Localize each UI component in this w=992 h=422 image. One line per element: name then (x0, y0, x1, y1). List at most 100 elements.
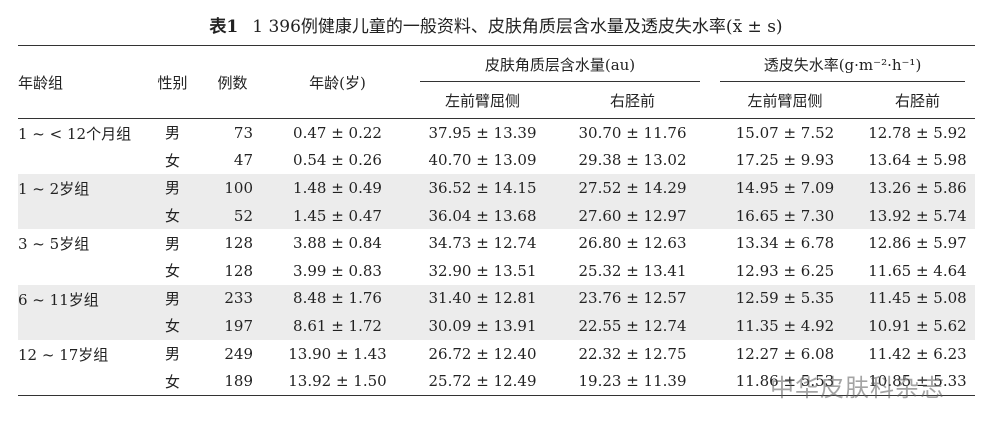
header-cell: 年龄组 (18, 73, 64, 92)
table-cell: 1.45 ± 0.47 (265, 201, 410, 230)
table-cell: 34.73 ± 12.74 (428, 234, 537, 253)
table-cell: 12.86 ± 5.97 (868, 234, 967, 253)
data-table: 年龄组 性别 例数 年龄(岁) 皮肤角质层含水量(au) 透皮失水率(g·m⁻²… (18, 45, 975, 396)
table-cell: 10.85 ± 5.33 (868, 372, 967, 391)
table-cell: 26.72 ± 12.40 (428, 344, 537, 363)
table-cell: 11.86 ± 5.53 (735, 372, 835, 391)
table-cell: 13.90 ± 1.43 (288, 344, 387, 363)
table-cell: 0.47 ± 0.22 (293, 123, 382, 142)
table-cell: 197 (200, 312, 265, 340)
table-row: 女 128 3.99 ± 0.83 32.90 ± 13.51 25.32 ± 13.4… (18, 257, 975, 285)
table-cell: 13.92 ± 1.50 (288, 372, 387, 391)
header-cell: 皮肤角质层含水量(au) (410, 46, 710, 83)
table-cell: 100 (200, 174, 265, 202)
table-cell: 16.65 ± 7.30 (710, 201, 860, 230)
table-cell: 27.52 ± 14.29 (555, 174, 710, 202)
header-cell: 左前臂屈侧 (747, 91, 823, 110)
table-cell: 女 (145, 201, 200, 230)
table-cell: 23.76 ± 12.57 (555, 284, 710, 313)
table-cell: 女 (164, 151, 180, 170)
group-label: 12 ~ 17岁组 (18, 345, 109, 364)
table-cell: 47 (233, 151, 253, 170)
table-cell: 8.48 ± 1.76 (265, 284, 410, 313)
table-cell: 22.55 ± 12.74 (555, 312, 710, 340)
table-cell: 31.40 ± 12.81 (410, 284, 555, 313)
table-cell: 11.65 ± 4.64 (868, 261, 967, 280)
table-cell: 3.88 ± 0.84 (293, 234, 382, 253)
group-label: 1 ~ < 12个月组 (18, 125, 132, 143)
table-cell: 男 (145, 284, 200, 313)
table-cell: 15.07 ± 7.52 (735, 123, 835, 142)
caption-label: 表1 (209, 17, 239, 37)
header-cell: 年龄(岁) (309, 73, 366, 92)
caption: 表1 1 396例健康儿童的一般资料、皮肤角质层含水量及透皮失水率(x̄ ± s) (0, 12, 992, 37)
group-label: 3 ~ 5岁组 (18, 235, 90, 254)
table-cell: 男 (164, 124, 180, 143)
table-cell: 22.32 ± 12.75 (578, 344, 687, 363)
header-cell: 右胫前 (894, 91, 940, 110)
table-row: 12 ~ 17岁组 男 249 13.90 ± 1.43 26.72 ± 12.40 22… (18, 340, 975, 368)
table-cell: 17.25 ± 9.93 (735, 151, 835, 170)
table-cell: 女 (145, 312, 200, 340)
table-cell: 12.93 ± 6.25 (735, 261, 835, 280)
table-cell: 男 (145, 174, 200, 202)
table-cell: 13.92 ± 5.74 (860, 201, 975, 230)
header-cell: 性别 (157, 73, 188, 92)
table-row: 3 ~ 5岁组 男 128 3.88 ± 0.84 34.73 ± 12.74 26.80… (18, 229, 975, 257)
table-cell: 10.91 ± 5.62 (860, 312, 975, 340)
table-cell: 13.64 ± 5.98 (868, 151, 967, 170)
table-cell: 37.95 ± 13.39 (428, 123, 537, 142)
table-cell: 26.80 ± 12.63 (578, 234, 687, 253)
table-row: 女 189 13.92 ± 1.50 25.72 ± 12.49 19.23 ± 11.… (18, 367, 975, 395)
table-cell: 249 (224, 344, 253, 363)
table-cell: 30.09 ± 13.91 (410, 312, 555, 340)
table-cell: 男 (164, 345, 180, 364)
table-cell: 1.48 ± 0.49 (265, 174, 410, 202)
table-cell: 128 (224, 261, 253, 280)
table-cell: 32.90 ± 13.51 (428, 261, 537, 280)
table-row: 女 52 1.45 ± 0.47 36.04 ± 13.68 27.60 ± 12.97… (18, 201, 975, 230)
table-cell: 233 (200, 284, 265, 313)
table-cell: 11.45 ± 5.08 (860, 284, 975, 313)
table-cell: 52 (200, 201, 265, 230)
table-cell: 11.42 ± 6.23 (868, 344, 967, 363)
table-cell: 30.70 ± 11.76 (578, 123, 687, 142)
table-cell: 36.52 ± 14.15 (410, 174, 555, 202)
table-cell: 29.38 ± 13.02 (578, 151, 687, 170)
table-body: 1 ~ < 12个月组男 73 0.47 ± 0.22 37.95 ± 13.39 30… (18, 119, 975, 396)
table-cell: 73 (233, 123, 253, 142)
table-cell: 13.34 ± 6.78 (735, 234, 835, 253)
table-cell: 12.27 ± 6.08 (735, 344, 835, 363)
table-row: 女 47 0.54 ± 0.26 40.70 ± 13.09 29.38 ± 13.02… (18, 147, 975, 175)
header-cell: 透皮失水率(g·m⁻²·h⁻¹) (710, 46, 975, 83)
table-cell: 0.54 ± 0.26 (293, 151, 382, 170)
header-cell: 左前臂屈侧 (444, 91, 520, 110)
table-cell: 11.35 ± 4.92 (710, 312, 860, 340)
table-cell: 25.32 ± 13.41 (578, 261, 687, 280)
table-cell: 40.70 ± 13.09 (428, 151, 537, 170)
table-cell: 19.23 ± 11.39 (578, 372, 687, 391)
table-cell: 女 (164, 372, 180, 391)
table-cell: 3.99 ± 0.83 (293, 261, 382, 280)
table-cell: 女 (164, 262, 180, 281)
table-cell: 14.95 ± 7.09 (710, 174, 860, 202)
table-cell: 25.72 ± 12.49 (428, 372, 537, 391)
table-cell: 189 (224, 372, 253, 391)
table-cell: 128 (224, 234, 253, 253)
group-label: 6 ~ 11岁组 (18, 284, 145, 340)
table-cell: 男 (164, 234, 180, 253)
table-row: 1 ~ < 12个月组 男 73 0.47 ± 0.22 37.95 ± 13.39 30… (18, 119, 975, 147)
caption-text: 1 396例健康儿童的一般资料、皮肤角质层含水量及透皮失水率(x̄ ± s) (252, 17, 783, 37)
table-cell: 12.78 ± 5.92 (868, 123, 967, 142)
table-cell: 27.60 ± 12.97 (555, 201, 710, 230)
table-cell: 8.61 ± 1.72 (265, 312, 410, 340)
header-cell: 右胫前 (609, 91, 655, 110)
table-cell: 13.26 ± 5.86 (860, 174, 975, 202)
header-row: 年龄组 性别 例数 年龄(岁) 皮肤角质层含水量(au) 透皮失水率(g·m⁻²… (18, 45, 975, 92)
table-cell: 12.59 ± 5.35 (710, 284, 860, 313)
header-row: 左前臂屈侧 右胫前 左前臂屈侧 右胫前 (18, 82, 975, 119)
table-row: 6 ~ 11岁组男 233 8.48 ± 1.76 31.40 ± 12.81 23.7… (18, 284, 975, 340)
group-label: 1 ~ 2岁组 (18, 174, 145, 230)
table-cell: 36.04 ± 13.68 (410, 201, 555, 230)
